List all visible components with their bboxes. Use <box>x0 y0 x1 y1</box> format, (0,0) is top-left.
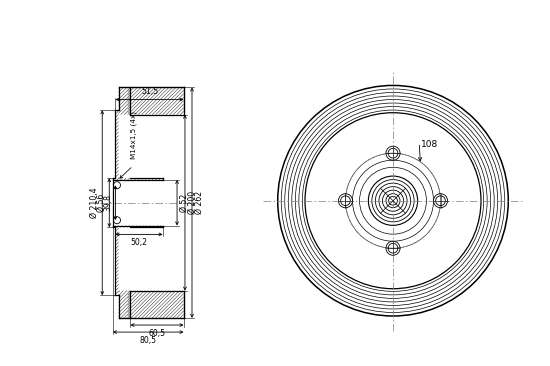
Text: 39,8: 39,8 <box>103 194 112 211</box>
Text: 50,2: 50,2 <box>130 238 147 247</box>
Text: Ø 262: Ø 262 <box>195 191 204 214</box>
Text: 51,5: 51,5 <box>141 87 158 96</box>
Text: 24.0220-0016.1    480018: 24.0220-0016.1 480018 <box>125 9 425 29</box>
Text: Ø 56: Ø 56 <box>97 194 106 212</box>
Text: 60,5: 60,5 <box>148 329 166 337</box>
Text: M14x1,5 (4x): M14x1,5 (4x) <box>131 111 137 159</box>
Text: 80,5: 80,5 <box>140 336 157 344</box>
Text: 108: 108 <box>421 140 439 149</box>
Text: Ø 52: Ø 52 <box>180 194 189 212</box>
Text: Ø 210,4: Ø 210,4 <box>90 187 99 218</box>
Text: Ø 200: Ø 200 <box>188 191 197 214</box>
